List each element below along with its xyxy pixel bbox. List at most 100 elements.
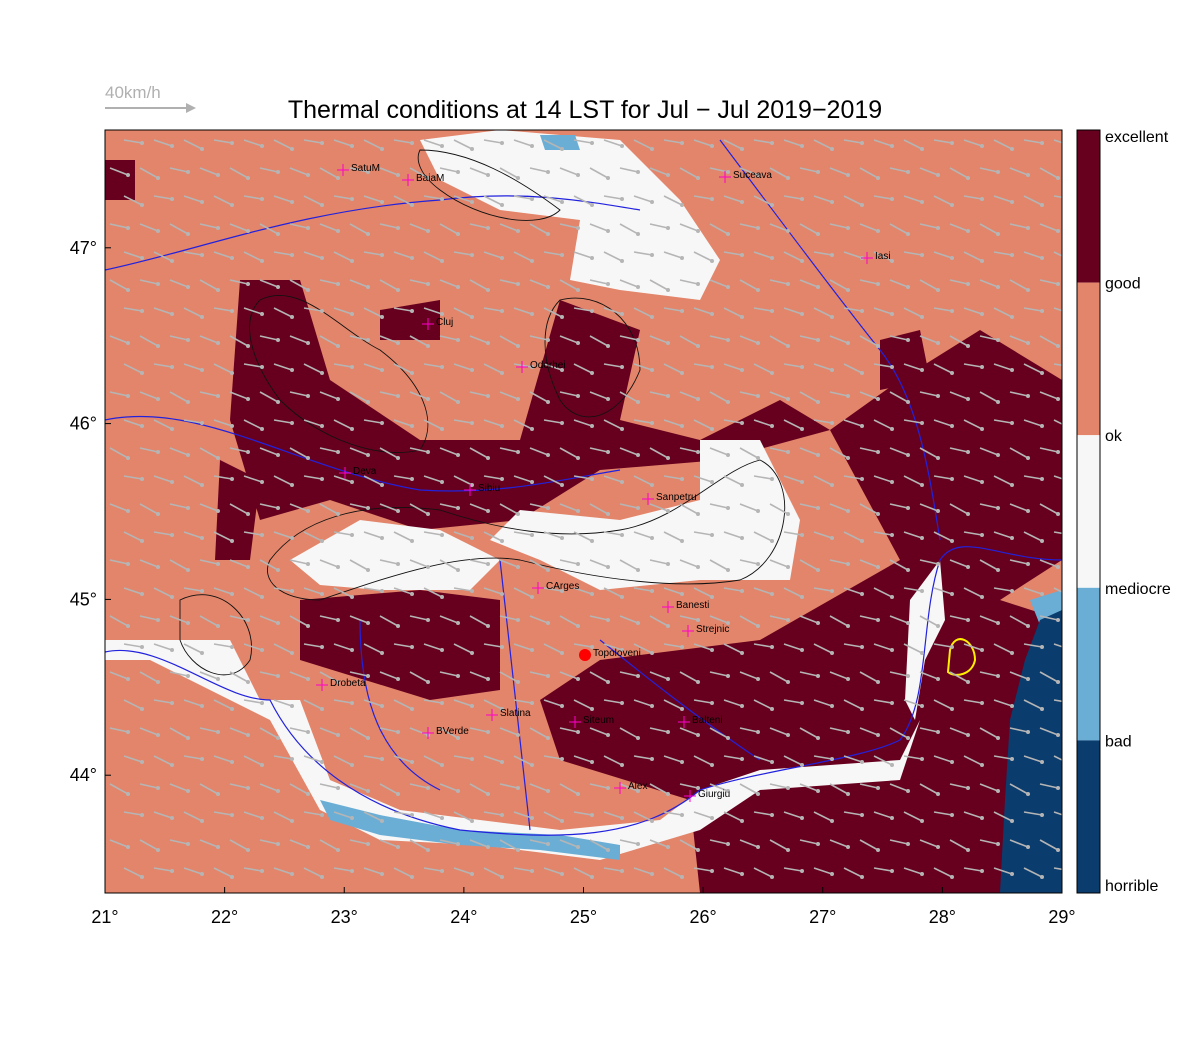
wind-arrow — [199, 559, 219, 565]
wind-arrow — [919, 615, 939, 627]
wind-arrow-head — [590, 592, 594, 596]
wind-arrow — [813, 419, 833, 424]
wind-arrow-head — [396, 288, 400, 292]
wind-arrow — [559, 391, 579, 397]
wind-arrow — [843, 587, 863, 595]
wind-arrow-head — [396, 562, 400, 566]
wind-arrow-head — [696, 176, 700, 180]
wind-arrow-head — [710, 197, 714, 201]
wind-arrow — [573, 811, 593, 816]
wind-arrow — [273, 139, 293, 150]
wind-arrow-head — [560, 368, 564, 372]
wind-arrow — [1023, 755, 1043, 763]
wind-arrow — [589, 503, 609, 515]
wind-arrow-head — [860, 141, 864, 145]
wind-arrow-head — [636, 338, 640, 342]
wind-arrow — [409, 671, 429, 683]
wind-arrow — [649, 391, 669, 397]
wind-arrow — [169, 279, 189, 288]
wind-arrow-head — [770, 760, 774, 764]
wind-arrow — [199, 391, 219, 397]
wind-arrow — [543, 195, 563, 203]
wind-arrow-head — [546, 789, 550, 793]
wind-arrow-head — [980, 480, 984, 484]
wind-arrow-head — [470, 315, 474, 319]
wind-arrow-head — [740, 589, 744, 593]
wind-arrow — [499, 223, 519, 232]
wind-arrow-head — [800, 701, 804, 705]
wind-arrow-head — [1056, 512, 1060, 516]
wind-arrow-head — [996, 736, 1000, 740]
wind-arrow — [573, 419, 593, 427]
wind-arrow — [183, 587, 203, 592]
wind-arrow-head — [620, 144, 624, 148]
wind-arrow-head — [876, 618, 880, 622]
wind-arrow — [589, 167, 609, 179]
wind-arrow — [783, 251, 803, 262]
wind-arrow — [919, 727, 939, 733]
wind-arrow-head — [966, 618, 970, 622]
wind-arrow-head — [650, 253, 654, 257]
wind-arrow — [1009, 727, 1029, 733]
wind-arrow-head — [576, 624, 580, 628]
wind-arrow-head — [906, 453, 910, 457]
wind-arrow — [409, 335, 429, 347]
wind-arrow — [243, 195, 263, 200]
wind-arrow — [919, 671, 939, 680]
wind-arrow-head — [260, 144, 264, 148]
wind-arrow-head — [306, 730, 310, 734]
wind-arrow — [273, 419, 293, 424]
wind-arrow — [123, 419, 143, 427]
wind-arrow-head — [200, 368, 204, 372]
wind-arrow-head — [680, 309, 684, 313]
wind-arrow-head — [920, 421, 924, 425]
wind-arrow — [1053, 867, 1062, 871]
wind-arrow — [183, 251, 203, 256]
wind-arrow-head — [200, 651, 204, 655]
wind-arrow — [529, 671, 549, 677]
wind-arrow — [379, 391, 399, 397]
wind-arrow-head — [966, 680, 970, 684]
wind-arrow — [873, 363, 893, 368]
wind-arrow-head — [830, 315, 834, 319]
wind-arrow — [363, 475, 383, 486]
wind-arrow-head — [126, 394, 130, 398]
wind-arrow-head — [530, 869, 534, 873]
wind-arrow — [993, 755, 1013, 760]
wind-arrow-head — [950, 371, 954, 375]
wind-arrow — [903, 867, 923, 875]
wind-arrow-head — [1026, 730, 1030, 734]
wind-arrow-head — [260, 533, 264, 537]
wind-arrow-head — [726, 400, 730, 404]
wind-arrow-head — [800, 312, 804, 316]
wind-arrow-head — [560, 757, 564, 761]
wind-arrow-head — [740, 147, 744, 151]
wind-arrow-head — [666, 341, 670, 345]
wind-arrow-head — [410, 813, 414, 817]
wind-arrow-head — [650, 368, 654, 372]
x-tick-label: 21° — [91, 907, 118, 927]
wind-arrow — [409, 839, 429, 851]
wind-arrow-head — [186, 674, 190, 678]
wind-arrow — [183, 531, 203, 539]
wind-arrow — [199, 671, 219, 680]
wind-arrow — [529, 839, 549, 845]
wind-arrow-head — [756, 562, 760, 566]
wind-arrow-head — [696, 282, 700, 286]
wind-arrow — [363, 531, 383, 539]
wind-arrow-head — [650, 757, 654, 761]
wind-arrow-head — [306, 845, 310, 849]
wind-arrow-head — [126, 456, 130, 460]
wind-arrow — [1009, 447, 1029, 459]
wind-arrow — [349, 727, 369, 739]
wind-arrow — [453, 867, 473, 875]
wind-arrow — [453, 195, 473, 203]
wind-arrow-head — [1070, 197, 1074, 201]
wind-arrow — [859, 615, 879, 621]
wind-arrow-head — [980, 427, 984, 431]
wind-arrow — [889, 671, 909, 677]
wind-arrow-head — [156, 176, 160, 180]
wind-arrow — [543, 699, 563, 707]
wind-arrow — [393, 475, 413, 480]
wind-arrow-head — [786, 176, 790, 180]
